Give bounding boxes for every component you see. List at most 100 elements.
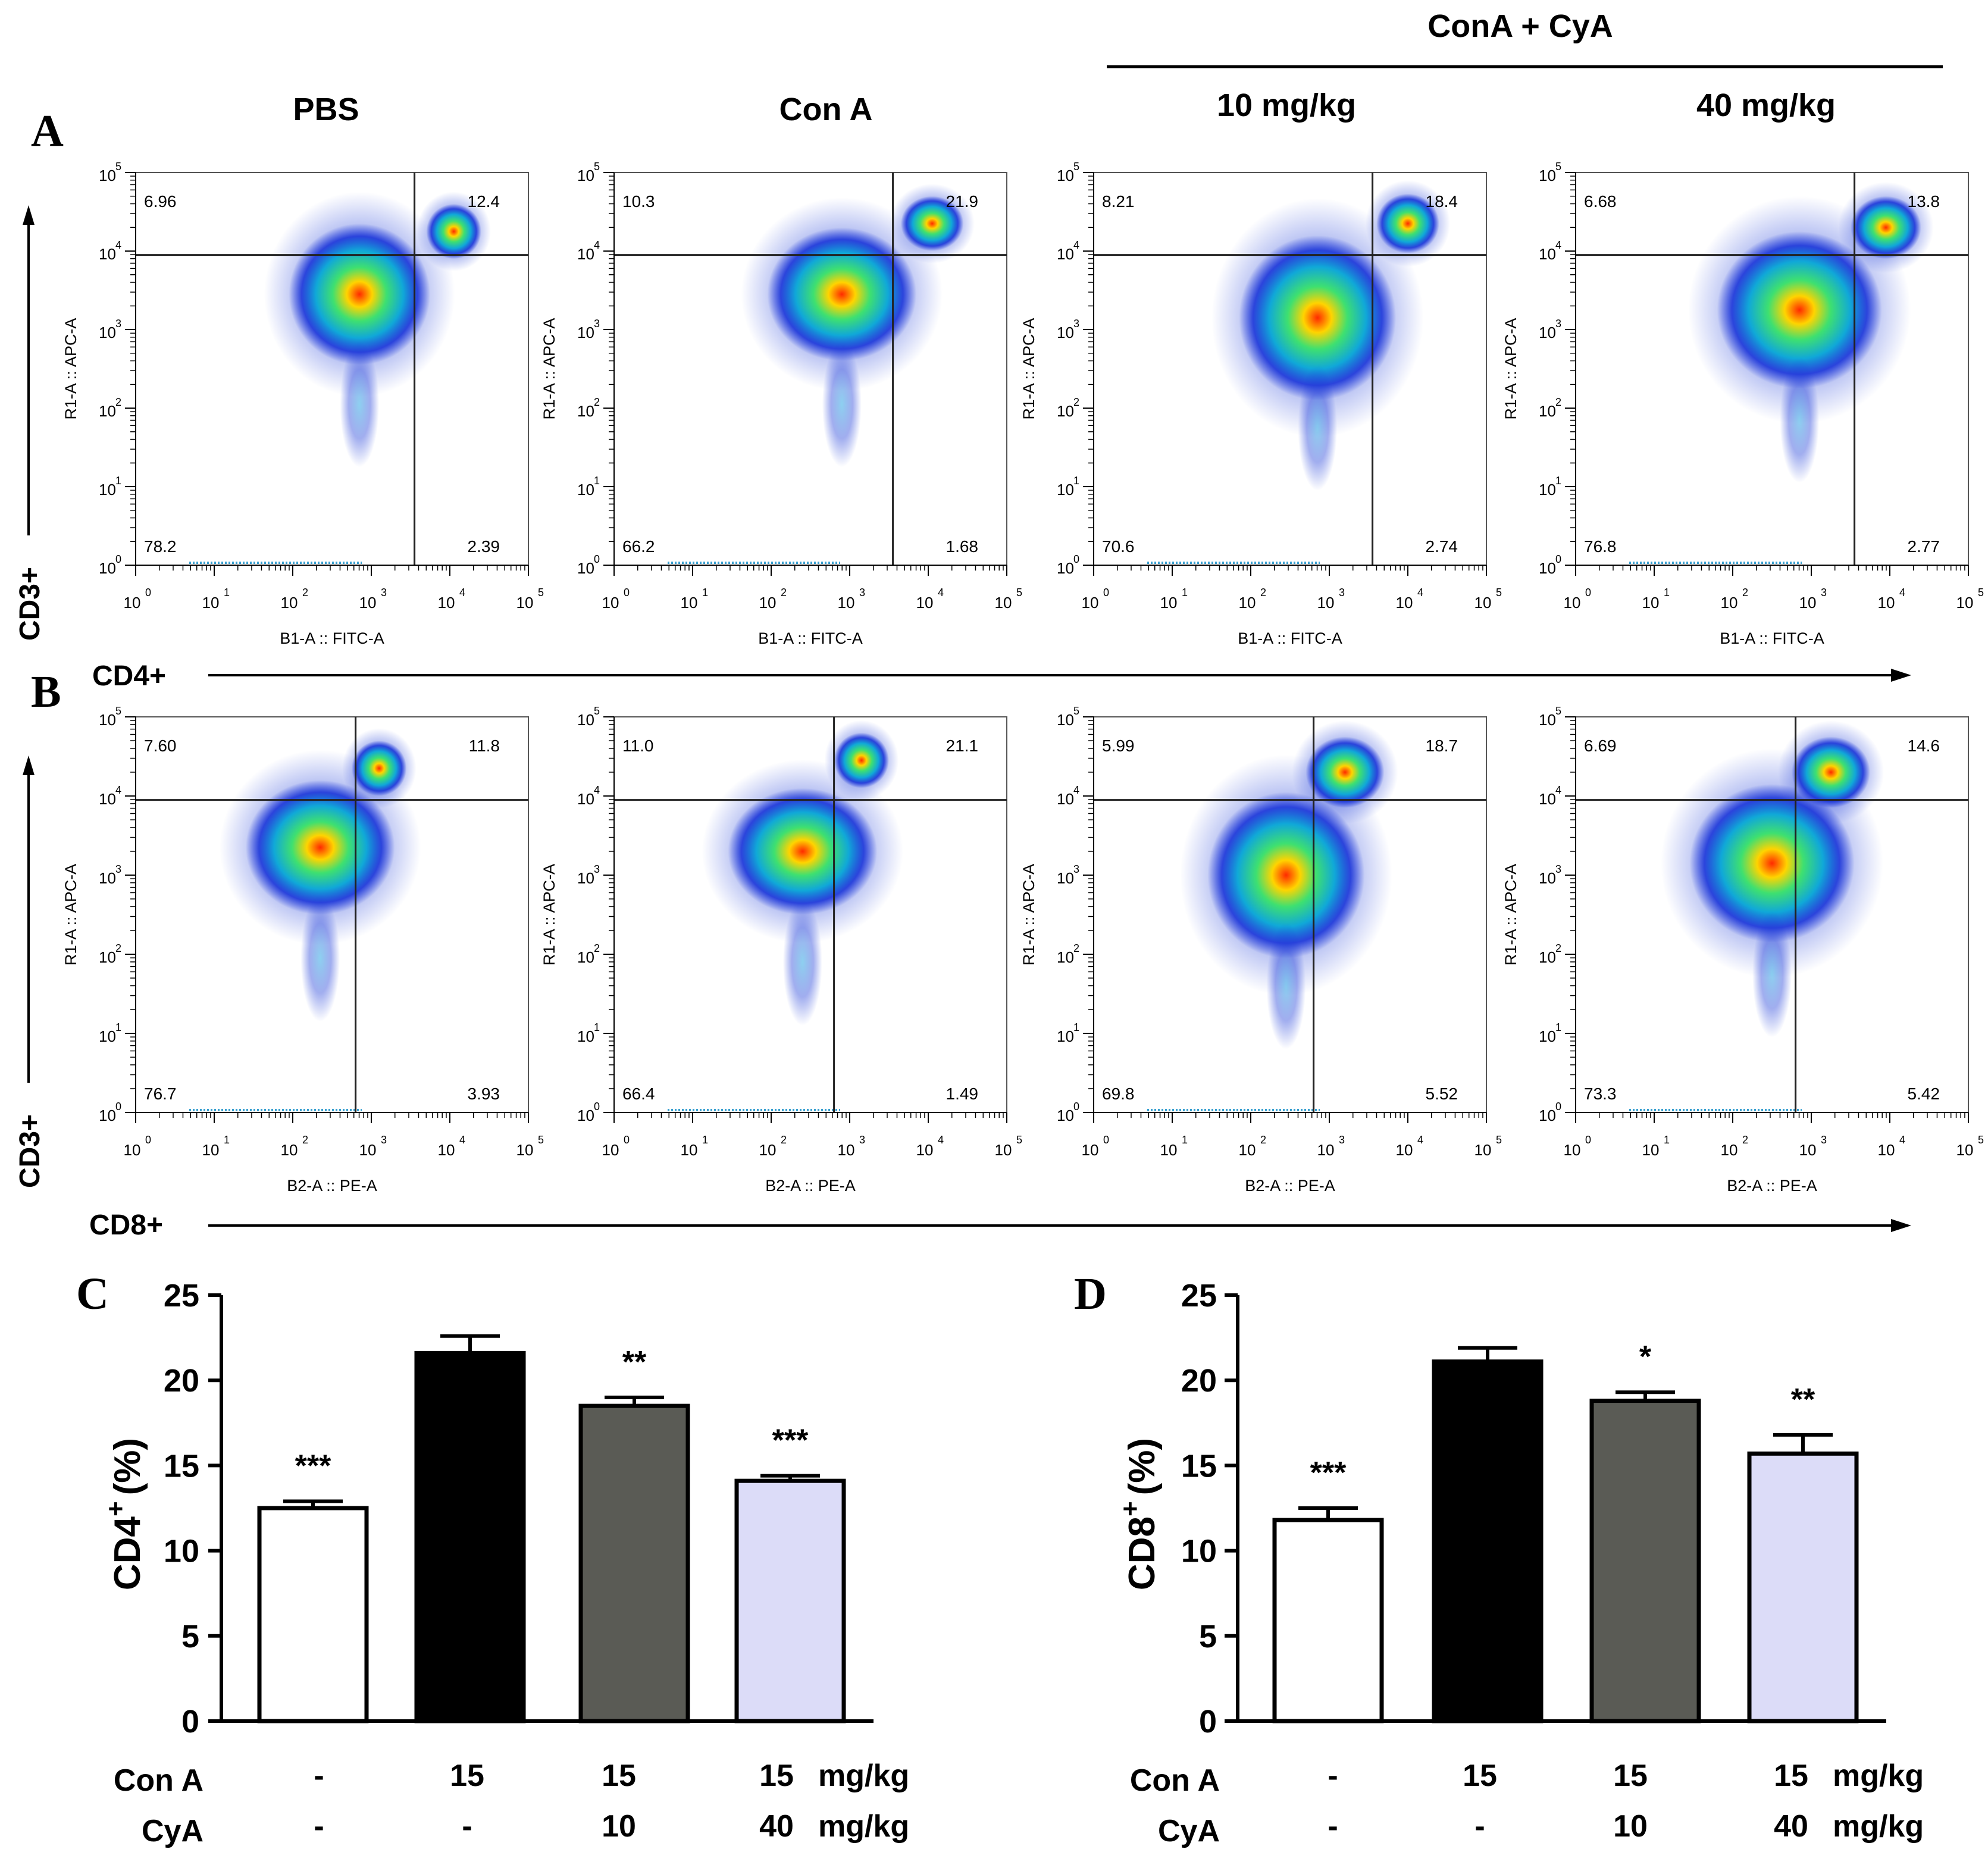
column-title-pbs: PBS: [293, 92, 359, 127]
x-tick-exponent: 3: [1821, 587, 1827, 598]
plot-x-axis-title: B2-A :: PE-A: [1245, 1177, 1335, 1195]
y-tick-label: 10: [99, 1107, 116, 1124]
treatment-row-value: 15: [1613, 1759, 1648, 1793]
y-tick-exponent: 3: [1555, 863, 1561, 875]
quadrant-upper-right: 18.4: [1426, 192, 1458, 211]
y-tick-exponent: 5: [594, 705, 600, 717]
x-tick-exponent: 5: [538, 1134, 544, 1146]
plot-x-axis-title: B1-A :: FITC-A: [280, 629, 384, 647]
density-cluster: [245, 780, 395, 915]
bar-y-tick-label: 20: [164, 1363, 199, 1399]
x-tick-label: 10: [516, 1141, 534, 1159]
y-tick-label: 10: [1539, 1027, 1556, 1045]
plot-x-axis-title: B1-A :: FITC-A: [1720, 629, 1824, 647]
y-tick-label: 10: [1057, 324, 1074, 341]
bar-significance-label: ***: [295, 1449, 331, 1484]
x-tick-exponent: 1: [1182, 587, 1188, 598]
y-tick-label: 10: [1057, 869, 1074, 887]
bar-y-tick-label: 5: [181, 1619, 199, 1654]
density-tail: [340, 341, 380, 468]
y-tick-label: 10: [1539, 869, 1556, 887]
plot-y-axis-title: R1-A :: APC-A: [540, 864, 558, 966]
y-tick-label: 10: [577, 1107, 594, 1124]
treatment-row-unit: mg/kg: [818, 1759, 909, 1793]
x-tick-label: 10: [681, 1141, 698, 1159]
x-tick-label: 10: [124, 594, 141, 612]
y-tick-exponent: 3: [594, 863, 600, 875]
y-tick-label: 10: [99, 324, 116, 341]
x-tick-exponent: 0: [1103, 587, 1109, 598]
quadrant-upper-right: 18.7: [1426, 737, 1458, 755]
y-tick-exponent: 0: [594, 1101, 600, 1112]
x-tick-exponent: 4: [1899, 1134, 1905, 1146]
quadrant-upper-left: 10.3: [622, 192, 655, 211]
quadrant-lower-left: 73.3: [1584, 1085, 1617, 1103]
quadrant-upper-right: 11.8: [469, 737, 500, 755]
bar-y-axis-title: CD8+ (%): [1116, 1438, 1163, 1590]
quadrant-lower-right: 1.49: [946, 1085, 979, 1103]
y-tick-exponent: 1: [594, 1021, 600, 1033]
treatment-row-unit: mg/kg: [1833, 1809, 1924, 1844]
treatment-row-value: 15: [759, 1759, 794, 1793]
y-tick-label: 10: [577, 481, 594, 499]
treatment-row-value: 15: [1463, 1759, 1497, 1793]
y-tick-exponent: 5: [1073, 161, 1079, 173]
bar: [1272, 1518, 1384, 1723]
panel-a-xlabel: CD4+: [92, 660, 166, 692]
y-tick-label: 10: [1057, 711, 1074, 729]
x-tick-label: 10: [281, 1141, 298, 1159]
y-tick-exponent: 2: [1073, 396, 1079, 408]
bar-y-tick-label: 0: [1199, 1704, 1217, 1740]
x-tick-exponent: 0: [1585, 587, 1591, 598]
y-tick-label: 10: [1539, 402, 1556, 420]
y-tick-label: 10: [577, 245, 594, 263]
density-cluster: [1305, 737, 1385, 808]
y-tick-exponent: 5: [115, 705, 121, 717]
y-tick-label: 10: [1539, 1107, 1556, 1124]
y-tick-exponent: 3: [1073, 318, 1079, 330]
y-tick-label: 10: [1057, 402, 1074, 420]
x-tick-label: 10: [124, 1141, 141, 1159]
y-tick-exponent: 0: [1555, 1101, 1561, 1112]
density-tail: [1780, 357, 1820, 483]
quadrant-lower-left: 70.6: [1102, 537, 1135, 556]
y-tick-label: 10: [1057, 1027, 1074, 1045]
treatment-row-value: -: [1328, 1759, 1338, 1793]
y-tick-label: 10: [577, 167, 594, 184]
x-tick-exponent: 1: [224, 587, 230, 598]
x-tick-exponent: 2: [781, 587, 787, 598]
y-tick-label: 10: [1057, 481, 1074, 499]
x-tick-label: 10: [1474, 1141, 1492, 1159]
bar-y-axis-title-unit: (%): [107, 1438, 148, 1495]
density-cluster: [1689, 784, 1855, 943]
x-tick-label: 10: [1721, 1141, 1738, 1159]
y-tick-label: 10: [1057, 559, 1074, 577]
panel-b-x-arrow-head: [1891, 1219, 1911, 1232]
y-tick-exponent: 4: [594, 784, 600, 796]
x-tick-exponent: 3: [1339, 1134, 1345, 1146]
panel-a-y-arrow-head: [23, 205, 35, 225]
x-tick-label: 10: [1160, 1141, 1178, 1159]
y-tick-exponent: 4: [1073, 784, 1079, 796]
quadrant-lower-right: 5.52: [1426, 1085, 1458, 1103]
x-tick-exponent: 2: [1260, 1134, 1266, 1146]
y-tick-label: 10: [1539, 324, 1556, 341]
panel-a-ylabel-axis: CD3+: [14, 205, 46, 641]
treatment-row-value: -: [462, 1809, 472, 1844]
treatment-row-value: -: [1474, 1809, 1485, 1844]
x-tick-exponent: 3: [381, 587, 387, 598]
x-tick-label: 10: [1642, 1141, 1660, 1159]
bar: [1747, 1451, 1859, 1723]
x-tick-exponent: 0: [624, 1134, 630, 1146]
treatment-row-label: Con A: [1130, 1763, 1220, 1798]
bar: [1589, 1399, 1701, 1723]
treatment-row-value: 15: [450, 1759, 484, 1793]
x-tick-label: 10: [995, 594, 1012, 612]
y-tick-exponent: 1: [115, 475, 121, 487]
